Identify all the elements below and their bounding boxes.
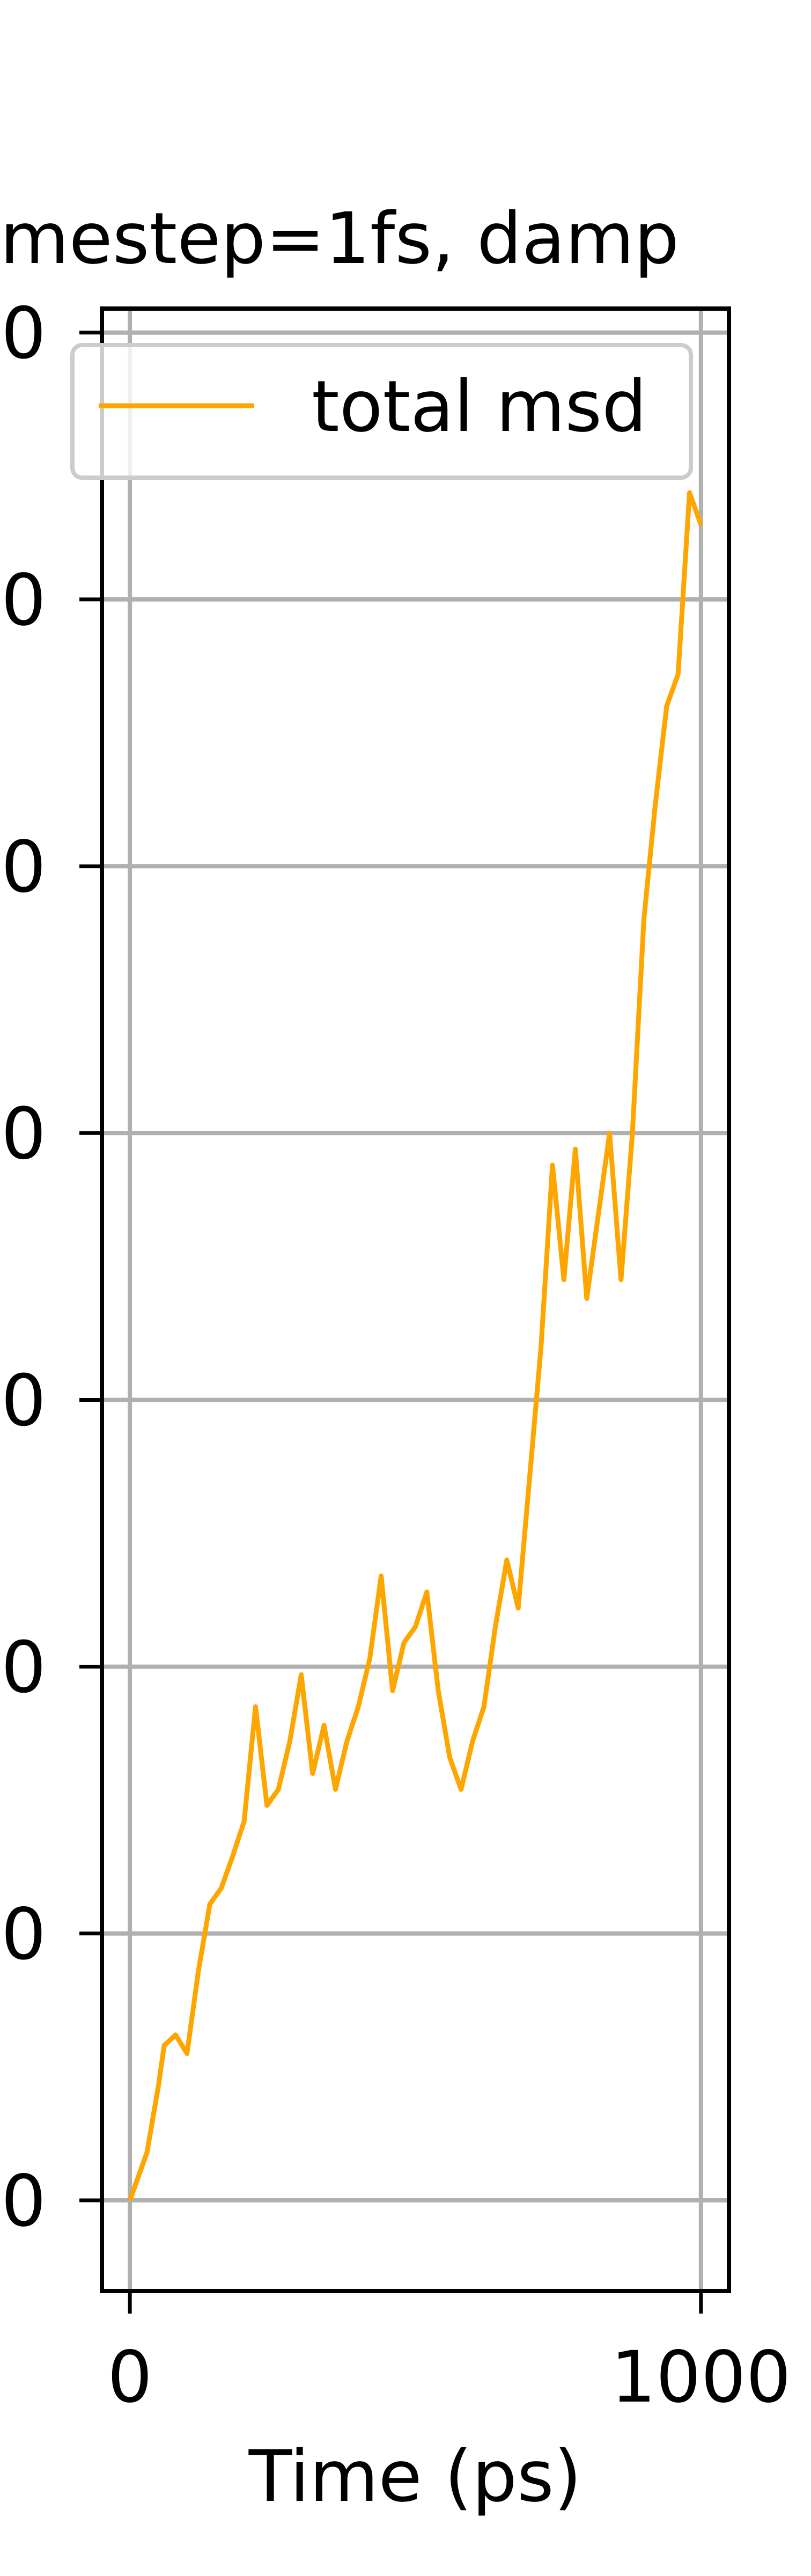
y-tick-label: 50 — [0, 826, 46, 909]
y-tick-label: 20 — [0, 1627, 46, 1709]
plot-frame — [100, 306, 731, 2293]
chart-title: mestep=1fs, damp — [0, 197, 679, 280]
x-tick-label: 0 — [107, 2336, 152, 2419]
y-tick-label: 70 — [0, 292, 46, 375]
data-line — [127, 490, 704, 2201]
y-tick-label: 30 — [0, 1359, 46, 1442]
legend-box — [70, 343, 693, 480]
y-tick-label: 40 — [0, 1093, 46, 1175]
y-tick-label: 60 — [0, 559, 46, 642]
x-axis-label: Time (ps) — [248, 2435, 582, 2518]
x-tick-label: 1000 — [611, 2336, 791, 2419]
y-tick-label: 10 — [0, 1893, 46, 1976]
legend-label: total msd — [312, 365, 647, 448]
y-tick-label: 0 — [1, 2160, 46, 2243]
